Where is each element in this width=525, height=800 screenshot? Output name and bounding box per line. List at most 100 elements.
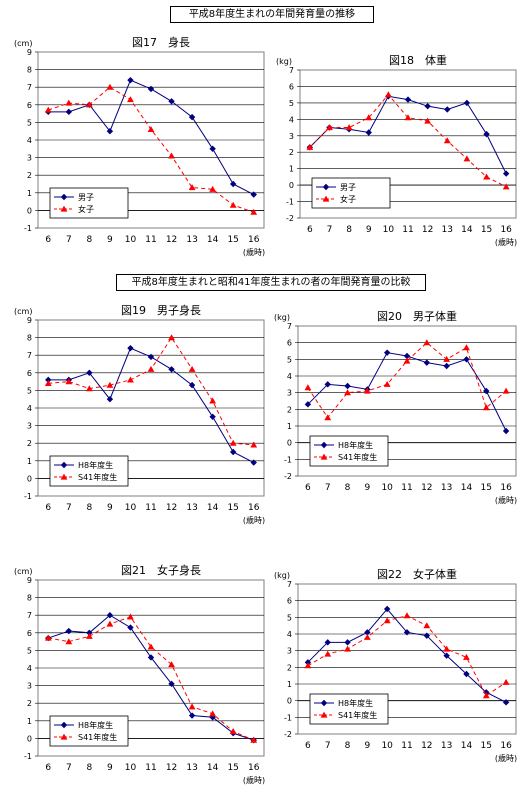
- data-point: [188, 184, 196, 191]
- y-tick-label: -1: [24, 752, 32, 761]
- x-tick-label: 16: [500, 483, 512, 493]
- y-tick-label: 3: [27, 422, 32, 431]
- y-unit-label: (cm): [14, 307, 32, 316]
- x-tick-label: 6: [45, 235, 51, 245]
- x-tick-label: 14: [207, 503, 219, 513]
- legend-marker: [322, 195, 330, 202]
- chart-title: 図18 体重: [389, 53, 447, 67]
- x-unit-label: (歳時): [495, 237, 517, 247]
- y-tick-label: 7: [27, 351, 32, 360]
- data-point: [344, 389, 351, 396]
- legend-marker: [320, 699, 328, 707]
- data-point: [404, 96, 412, 103]
- legend-marker: [60, 461, 68, 469]
- legend-label: S41年度生: [78, 732, 117, 742]
- data-point: [463, 356, 470, 363]
- data-point: [250, 459, 257, 466]
- x-tick-label: 15: [481, 741, 492, 751]
- data-point: [483, 130, 490, 138]
- data-point: [65, 627, 73, 635]
- legend-box: [311, 177, 391, 209]
- data-point: [106, 620, 114, 627]
- y-tick-label: 4: [27, 664, 32, 673]
- data-point: [86, 369, 93, 376]
- x-tick-label: 9: [107, 503, 113, 513]
- data-point: [250, 736, 258, 743]
- data-point: [502, 699, 510, 706]
- x-tick-label: 16: [248, 503, 260, 513]
- data-point: [363, 633, 371, 640]
- data-point: [482, 404, 490, 411]
- y-tick-label: 4: [287, 630, 292, 639]
- series-b: [306, 91, 510, 190]
- y-tick-label: 0: [287, 439, 292, 448]
- x-tick-label: 14: [461, 225, 473, 235]
- data-point: [482, 692, 490, 699]
- chart-title: 図17 身長: [132, 35, 190, 49]
- x-tick-label: 16: [248, 763, 260, 773]
- x-tick-label: 8: [86, 503, 92, 513]
- data-point: [463, 670, 470, 678]
- y-tick-label: 3: [287, 647, 292, 656]
- legend-marker: [322, 183, 330, 191]
- data-point: [106, 612, 114, 619]
- x-tick-label: 14: [207, 235, 219, 245]
- data-point: [345, 124, 353, 131]
- y-tick-label: 0: [289, 181, 294, 190]
- data-point: [127, 344, 134, 352]
- data-point: [502, 427, 510, 435]
- x-tick-label: 14: [461, 741, 473, 751]
- data-point: [404, 114, 412, 121]
- x-tick-label: 8: [346, 225, 352, 235]
- data-point: [304, 662, 312, 669]
- data-point: [168, 680, 175, 688]
- data-point: [106, 381, 114, 388]
- legend-label: 女子: [78, 204, 94, 214]
- legend-label: H8年度生: [78, 460, 113, 470]
- x-tick-label: 8: [345, 483, 351, 493]
- data-point: [106, 128, 114, 135]
- data-point: [44, 634, 52, 641]
- data-point: [229, 448, 237, 456]
- legend-label: 男子: [78, 193, 94, 202]
- legend-marker: [320, 453, 328, 460]
- series-b: [304, 339, 510, 421]
- chart-title: 図19 男子身長: [121, 303, 201, 317]
- x-tick-label: 7: [66, 503, 72, 513]
- y-tick-label: -1: [24, 224, 32, 233]
- legend: H8年度生 S41年度生: [49, 455, 129, 487]
- legend-marker: [320, 711, 328, 718]
- legend-marker: [320, 441, 328, 449]
- data-point: [188, 113, 196, 121]
- data-point: [168, 334, 175, 341]
- x-unit-label: (歳時): [243, 775, 265, 785]
- y-tick-label: 0: [27, 206, 32, 215]
- y-tick-label: -1: [286, 198, 294, 207]
- y-tick-label: 9: [27, 48, 32, 57]
- legend-marker: [60, 473, 68, 480]
- data-point: [209, 397, 217, 404]
- x-tick-label: 15: [481, 483, 492, 493]
- y-unit-label: (cm): [14, 39, 32, 48]
- x-tick-label: 13: [186, 503, 197, 513]
- y-tick-label: 5: [27, 118, 32, 127]
- x-tick-label: 7: [327, 225, 333, 235]
- data-point: [168, 661, 175, 668]
- data-point: [168, 152, 175, 159]
- legend-box: [309, 693, 389, 725]
- data-point: [423, 359, 431, 366]
- y-tick-label: 2: [27, 171, 32, 180]
- data-point: [403, 612, 411, 619]
- data-point: [365, 114, 373, 121]
- data-point: [229, 201, 237, 208]
- y-tick-label: 3: [289, 132, 294, 141]
- data-point: [383, 380, 391, 387]
- x-tick-label: 9: [366, 225, 372, 235]
- data-point: [147, 654, 155, 661]
- y-tick-label: 1: [287, 680, 292, 689]
- data-point: [65, 108, 73, 116]
- legend-marker: [60, 733, 68, 740]
- y-tick-label: 6: [27, 629, 32, 638]
